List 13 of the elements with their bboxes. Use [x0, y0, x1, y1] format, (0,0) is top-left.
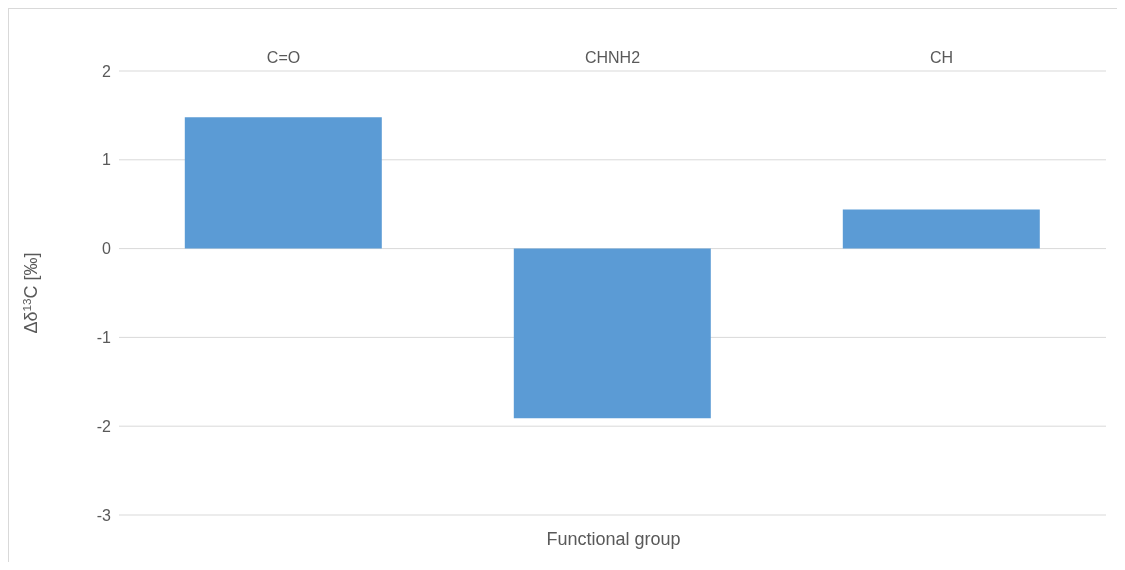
x-tick-label: C=O — [266, 49, 301, 66]
y-tick-label: -3 — [96, 506, 112, 524]
bar — [842, 209, 1040, 249]
bar — [184, 117, 382, 249]
x-tick-label: CHNH2 — [584, 49, 641, 66]
y-tick-label: -2 — [96, 417, 112, 435]
y-tick-label: 2 — [102, 62, 112, 80]
bar — [513, 248, 711, 419]
x-axis-title: Functional group — [546, 529, 681, 549]
x-tick-label: CH — [929, 49, 954, 66]
y-tick-label: 0 — [102, 240, 112, 258]
y-tick-label: 1 — [102, 151, 112, 169]
y-tick-label: -1 — [96, 329, 112, 347]
